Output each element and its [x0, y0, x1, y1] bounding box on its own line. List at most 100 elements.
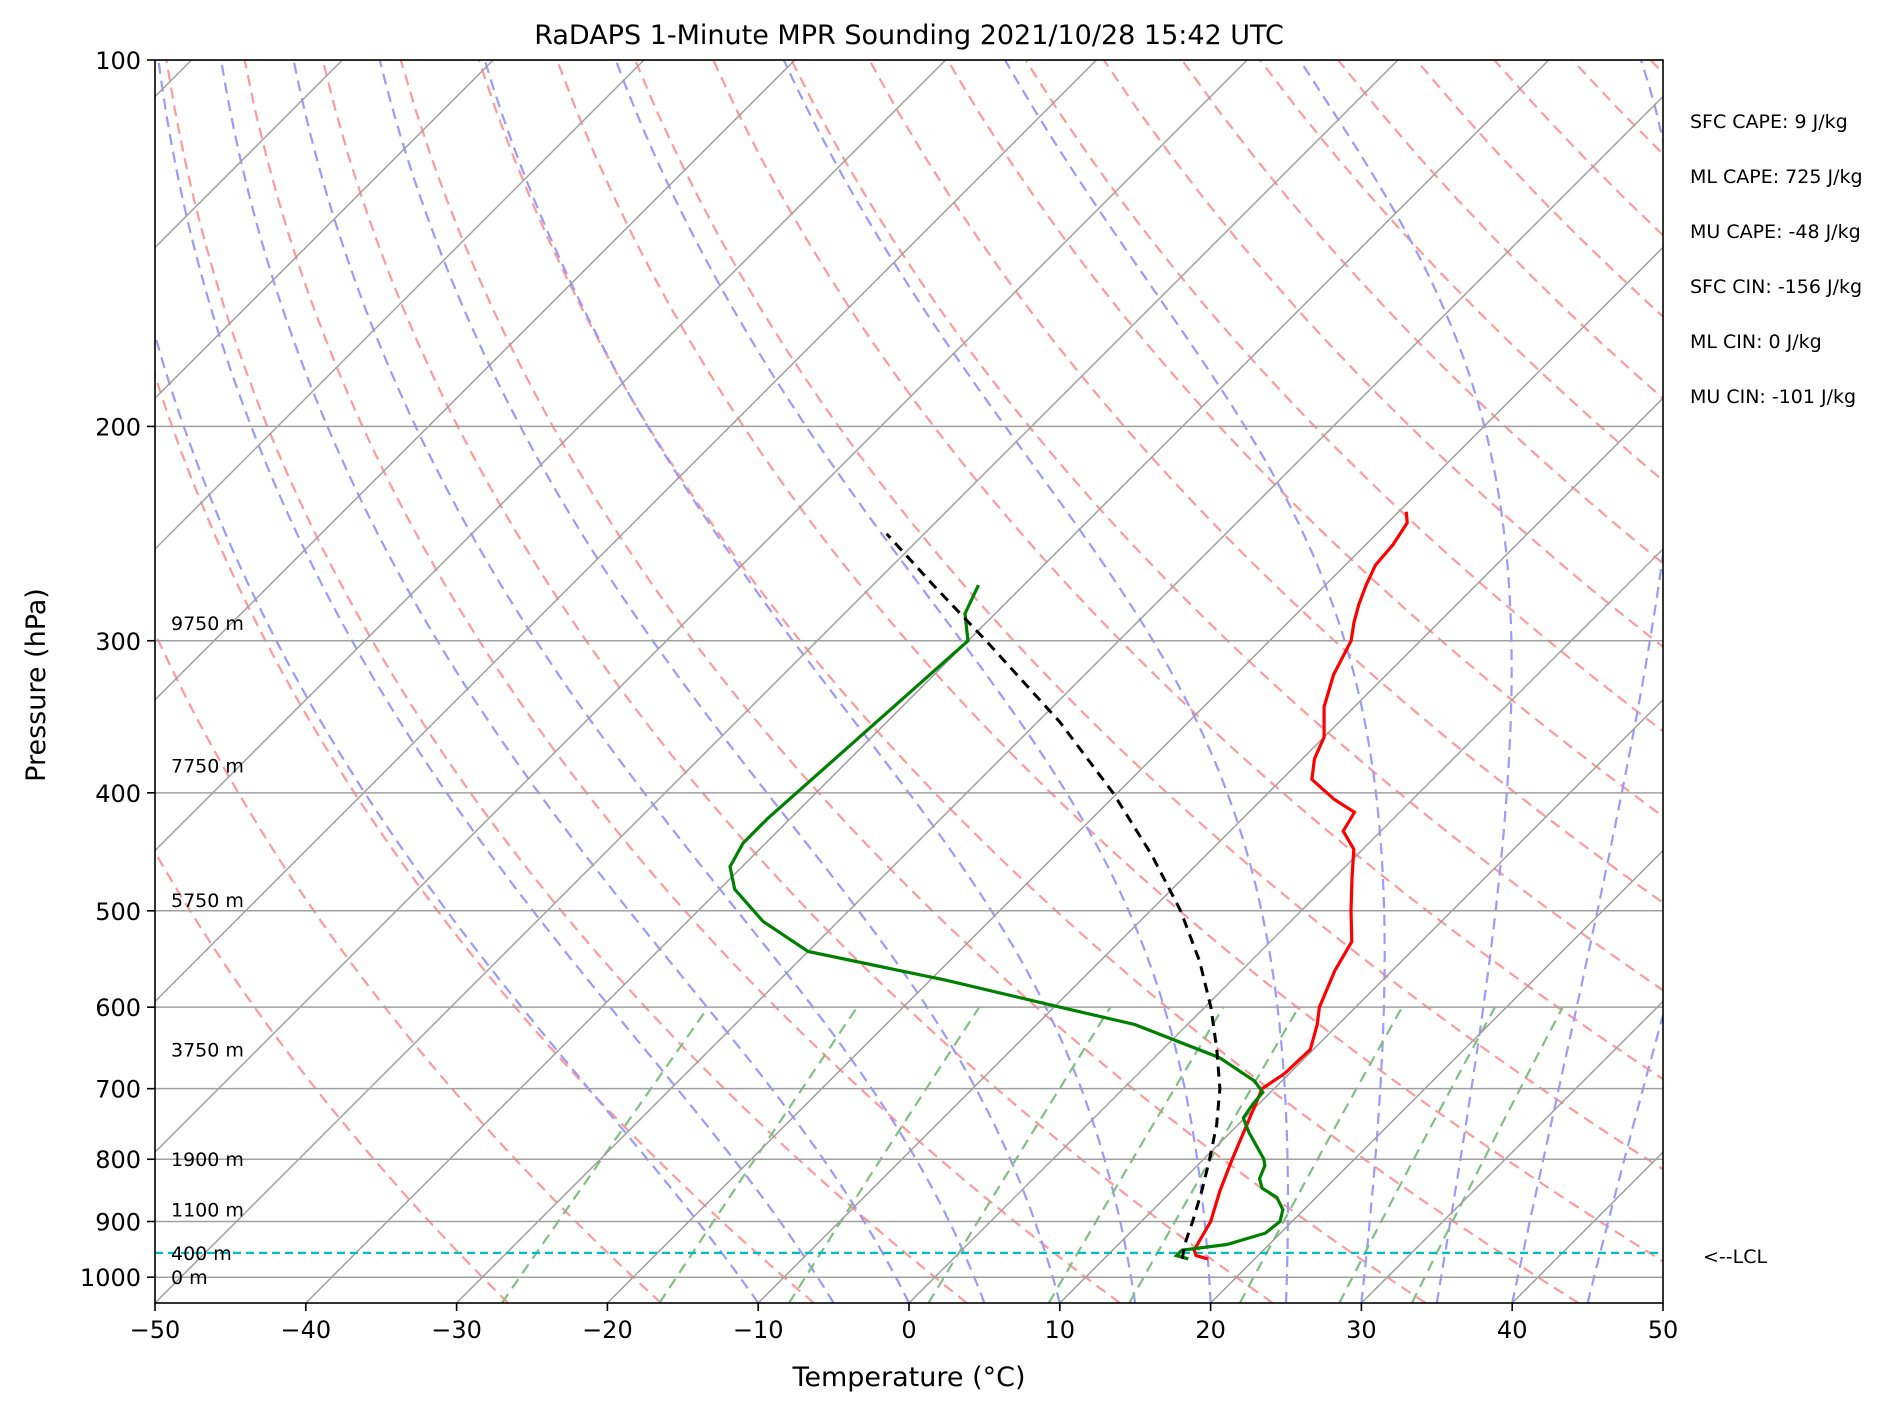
dry-adiabat — [1415, 60, 1663, 319]
temperature-line — [1192, 511, 1409, 1261]
y-tick-label: 200 — [95, 413, 141, 441]
y-axis-label: Pressure (hPa) — [21, 588, 52, 782]
moist-adiabat — [1004, 60, 1386, 1303]
dry-adiabat — [1181, 60, 1663, 565]
annotations: 9750 m 7750 m 5750 m 3750 m 1900 m 1100 m 400 … — [171, 111, 1863, 1289]
sounding-lines — [155, 511, 1663, 1261]
isotherm — [1662, 1301, 1663, 1303]
y-tick-label: 500 — [95, 898, 141, 926]
dry-adiabat — [1649, 60, 1663, 75]
y-tick-label: 700 — [95, 1076, 141, 1104]
isotherm — [1210, 849, 1663, 1303]
x-tick-label: 0 — [901, 1316, 916, 1344]
dry-adiabat — [155, 850, 509, 1303]
background-lines — [155, 60, 1900, 1303]
height-label: 9750 m — [171, 613, 244, 635]
dry-adiabat — [1729, 60, 1900, 1303]
index-label: ML CAPE: 725 J/kg — [1690, 166, 1863, 188]
x-tick-label: −30 — [431, 1316, 482, 1344]
axes: −50 −40 −30 −20 −10 0 10 20 30 40 50 100 200 300 400 50… — [80, 47, 1678, 1344]
moist-adiabat — [378, 60, 1061, 1303]
isotherm — [757, 397, 1663, 1303]
isotherm — [1511, 1151, 1663, 1303]
height-label: 3750 m — [171, 1039, 244, 1061]
dry-adiabat — [243, 60, 1121, 1303]
x-tick-label: −50 — [130, 1316, 181, 1344]
dry-adiabat — [477, 60, 1580, 1303]
dry-adiabat — [155, 630, 662, 1303]
dry-adiabat — [321, 60, 1274, 1303]
mixing-ratio-line — [1047, 1006, 1225, 1303]
dry-adiabat — [1493, 60, 1663, 237]
moist-adiabat — [157, 60, 835, 1303]
x-axis-label: Temperature (°C) — [791, 1362, 1025, 1393]
x-tick-label: −20 — [582, 1316, 633, 1344]
index-label: SFC CIN: -156 J/kg — [1690, 276, 1862, 298]
x-tick-label: 10 — [1045, 1316, 1076, 1344]
mixing-ratio-line — [1411, 1006, 1564, 1303]
mixing-ratio-line — [1338, 1006, 1496, 1303]
mixing-ratio-line — [1238, 1006, 1404, 1303]
y-tick-label: 900 — [95, 1209, 141, 1237]
dry-adiabat — [399, 60, 1427, 1303]
moist-adiabat — [483, 60, 1137, 1303]
chart-title: RaDAPS 1-Minute MPR Sounding 2021/10/28 … — [534, 20, 1284, 51]
isotherm — [155, 60, 1399, 1303]
height-label: 5750 m — [171, 890, 244, 912]
dry-adiabat — [946, 60, 1663, 818]
moist-adiabat — [292, 60, 986, 1303]
moist-adiabat — [614, 60, 1212, 1303]
isotherm — [155, 60, 494, 400]
isotherm — [155, 60, 1097, 1003]
x-tick-label: 30 — [1346, 1316, 1377, 1344]
x-tick-label: 40 — [1497, 1316, 1528, 1344]
lcl-label: <--LCL — [1703, 1246, 1767, 1268]
dry-adiabat — [155, 371, 815, 1303]
dry-adiabat — [1102, 60, 1663, 649]
dewpoint-line — [728, 584, 1285, 1261]
y-tick-label: 100 — [95, 47, 141, 75]
x-tick-label: −40 — [280, 1316, 331, 1344]
y-tick-label: 800 — [95, 1146, 141, 1174]
mixing-ratio-line — [788, 1006, 981, 1303]
moist-adiabat — [1298, 60, 1513, 1303]
isotherm — [155, 60, 645, 551]
index-label: SFC CAPE: 9 J/kg — [1690, 111, 1848, 133]
isotherm — [305, 60, 1550, 1303]
isotherm — [1360, 1000, 1663, 1303]
isotherm — [1059, 698, 1663, 1303]
isotherm — [155, 60, 947, 852]
isotherm — [155, 60, 1248, 1154]
dry-adiabat — [1024, 60, 1663, 733]
dry-adiabat — [555, 60, 1663, 1263]
y-tick-label: 600 — [95, 994, 141, 1022]
height-label: 7750 m — [171, 756, 244, 778]
x-tick-label: 20 — [1195, 1316, 1226, 1344]
y-tick-label: 400 — [95, 780, 141, 808]
mixing-ratio-line — [658, 1006, 859, 1303]
dry-adiabat — [1259, 60, 1663, 482]
moist-adiabat — [1586, 1011, 1663, 1303]
y-tick-label: 300 — [95, 628, 141, 656]
isotherm — [155, 60, 796, 701]
mixing-ratio-line — [1128, 1006, 1300, 1303]
isotherm — [606, 246, 1663, 1303]
isotherm — [908, 547, 1663, 1303]
y-tick-label: 1000 — [80, 1264, 141, 1292]
height-label: 400 m — [171, 1243, 232, 1265]
index-label: MU CIN: -101 J/kg — [1690, 386, 1856, 408]
moist-adiabat — [220, 60, 910, 1303]
index-label: ML CIN: 0 J/kg — [1690, 331, 1822, 353]
height-label: 1100 m — [171, 1200, 244, 1222]
height-label: 0 m — [171, 1267, 208, 1289]
isotherm — [456, 95, 1663, 1303]
moist-adiabat — [1511, 60, 1663, 1303]
parcel-line — [885, 532, 1222, 1260]
index-label: MU CAPE: -48 J/kg — [1690, 221, 1861, 243]
x-tick-label: −10 — [733, 1316, 784, 1344]
mixing-ratio-line — [927, 1006, 1112, 1303]
moist-adiabat — [155, 331, 760, 1303]
dry-adiabat — [634, 60, 1663, 1171]
dry-adiabat — [165, 60, 968, 1303]
